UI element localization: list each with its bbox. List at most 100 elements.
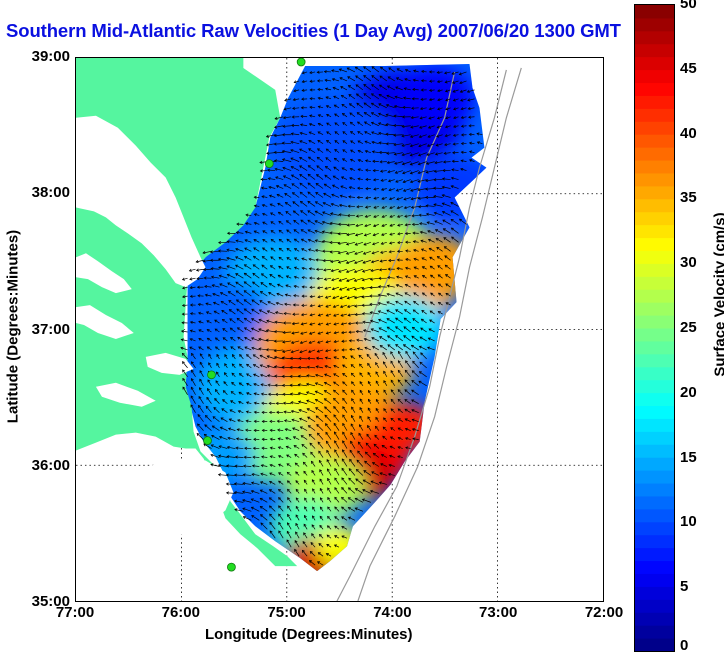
current-vector [220, 426, 228, 431]
current-vector-head [381, 196, 385, 200]
current-vector-head [269, 419, 273, 424]
current-vector-head [297, 391, 301, 396]
current-vector [215, 346, 220, 351]
current-vector [364, 112, 372, 118]
current-vector [246, 363, 252, 369]
current-vector [207, 346, 212, 351]
current-vector [451, 185, 459, 189]
current-vector-head [196, 285, 200, 289]
current-vector-head [269, 521, 273, 525]
current-vector [341, 535, 348, 539]
current-vector-head [306, 365, 310, 369]
current-vector-head [235, 290, 239, 294]
current-vector-head [372, 242, 376, 246]
current-vector-head [358, 354, 362, 358]
current-vector-head [361, 498, 365, 502]
current-vector [404, 309, 411, 315]
current-vector [338, 259, 348, 263]
current-vector [350, 441, 356, 449]
current-vector [374, 353, 380, 360]
current-vector [359, 363, 364, 369]
current-vector [267, 310, 276, 315]
current-vector [351, 372, 356, 378]
current-vector [319, 488, 324, 494]
current-vector-head [413, 275, 417, 279]
current-vector [236, 318, 244, 324]
current-vector [190, 286, 196, 289]
current-vector-head [409, 180, 414, 184]
current-vector-head [210, 453, 214, 457]
current-vector-head [228, 418, 232, 422]
current-vector-head [433, 194, 437, 199]
current-vector [410, 152, 419, 156]
current-vector-head [250, 327, 255, 331]
current-vector-head [341, 167, 345, 171]
current-vector [442, 219, 451, 225]
current-vector [411, 206, 419, 208]
current-vector-head [286, 463, 290, 467]
current-vector-head [208, 362, 211, 366]
current-vector-head [413, 292, 417, 296]
current-vector [325, 304, 332, 308]
colorbar-swatch [635, 586, 674, 600]
current-vector-head [395, 77, 399, 81]
current-vector-head [354, 304, 358, 308]
current-vector-head [181, 303, 185, 307]
current-vector-head [411, 222, 415, 226]
current-vector [216, 363, 220, 369]
current-vector [395, 335, 403, 342]
current-vector-head [228, 309, 232, 312]
current-vector [211, 435, 220, 440]
current-vector [279, 247, 284, 252]
current-vector-head [202, 267, 207, 272]
current-vector-head [340, 330, 345, 335]
current-vector-head [189, 312, 193, 316]
current-vector-head [370, 102, 374, 106]
current-vector [311, 479, 316, 485]
current-vector [283, 184, 292, 189]
current-vector [231, 382, 236, 387]
current-vector [348, 94, 356, 100]
current-vector-head [334, 496, 338, 500]
velocity-map[interactable] [75, 57, 604, 602]
current-vector [220, 301, 228, 306]
current-vector-head [389, 454, 393, 458]
current-vector-head [259, 160, 263, 164]
current-vector [282, 366, 292, 369]
current-vector [405, 351, 412, 360]
current-vector [294, 285, 300, 288]
current-vector [316, 357, 324, 360]
current-vector-head [404, 275, 409, 279]
current-vector [224, 372, 228, 378]
current-vector-head [341, 158, 346, 162]
current-vector-head [411, 370, 415, 374]
current-vector-head [388, 67, 392, 71]
current-vector [236, 231, 244, 234]
current-vector [370, 320, 379, 324]
current-vector [220, 292, 228, 297]
current-vector-head [258, 347, 262, 351]
current-vector [444, 152, 451, 154]
current-vector [224, 363, 228, 369]
current-vector-head [259, 300, 263, 303]
current-vector-head [287, 505, 290, 509]
current-vector-head [332, 175, 336, 179]
current-vector [357, 121, 364, 127]
current-vector [218, 455, 228, 458]
current-vector-head [441, 177, 445, 181]
current-vector [430, 274, 435, 279]
current-vector-head [371, 471, 375, 475]
current-vector-head [359, 363, 362, 367]
current-vector-head [315, 183, 319, 186]
current-vector-head [341, 506, 345, 510]
current-vector-head [224, 363, 228, 367]
current-vector [373, 188, 379, 190]
current-vector [405, 284, 411, 288]
current-vector-head [425, 187, 429, 191]
colorbar-swatch [635, 431, 674, 445]
current-vector-head [253, 247, 257, 251]
current-vector-head [299, 341, 303, 345]
colorbar-swatch [635, 5, 674, 19]
current-vector [437, 98, 443, 101]
current-vector [191, 378, 196, 386]
